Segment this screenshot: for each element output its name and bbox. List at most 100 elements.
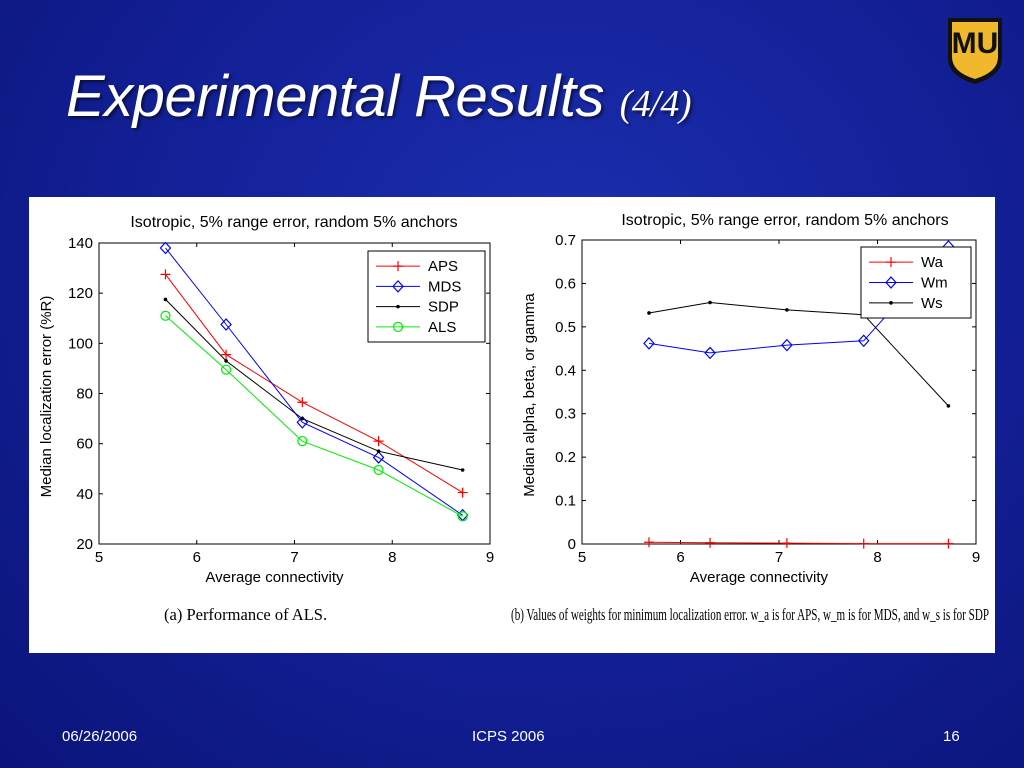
data-point-sdp (376, 449, 381, 453)
logo-letters: MU (952, 27, 999, 60)
y-tick-label: 0.7 (555, 232, 576, 249)
x-tick-label: 5 (578, 549, 586, 566)
legend-marker (393, 261, 403, 272)
series-line-mds (165, 247, 463, 516)
data-point-aps (160, 269, 171, 280)
series-als (160, 310, 468, 522)
figure-panel: Isotropic, 5% range error, random 5% anc… (29, 197, 995, 653)
data-point-wa (781, 538, 792, 549)
series-line-als (165, 315, 463, 517)
data-point-wm (704, 346, 716, 360)
x-tick-label: 7 (290, 549, 298, 566)
data-point-wa (858, 538, 869, 549)
legend-marker (392, 321, 404, 332)
y-tick-label: 0 (568, 536, 576, 553)
data-point-aps (373, 436, 384, 447)
x-tick-label: 9 (972, 549, 980, 566)
data-point-mds (159, 241, 172, 255)
series-aps (160, 269, 468, 498)
footer-date: 06/26/2006 (62, 728, 138, 745)
legend: APS MDS SDP ALS (367, 250, 486, 343)
x-axis-label: Average connectivity (690, 569, 829, 586)
figure-svg: Isotropic, 5% range error, random 5% anc… (38, 212, 989, 624)
legend-marker (889, 301, 893, 305)
legend-marker (396, 304, 400, 309)
legend-marker (885, 276, 897, 289)
data-point-wa (943, 538, 954, 549)
legend-label: SDP (428, 299, 459, 316)
figure-caption: (b) Values of weights for minimum locali… (511, 605, 989, 624)
x-tick-label: 6 (676, 549, 684, 566)
y-tick-label: 20 (76, 536, 93, 553)
figure-caption: (a) Performance of ALS. (164, 605, 327, 624)
x-tick-label: 6 (193, 549, 201, 566)
data-point-ws (708, 300, 712, 305)
y-axis-label: Median alpha, beta, or gamma (521, 293, 538, 497)
data-point-als (457, 511, 468, 522)
y-tick-label: 0.2 (555, 449, 576, 466)
legend-label: APS (428, 258, 458, 275)
legend-label: MDS (428, 278, 461, 295)
y-tick-label: 100 (68, 335, 93, 352)
chart-a: Isotropic, 5% range error, random 5% anc… (38, 214, 494, 624)
y-tick-label: 0.3 (555, 406, 576, 423)
x-tick-label: 8 (873, 549, 881, 566)
y-tick-label: 0.1 (555, 493, 576, 510)
data-point-mds (372, 451, 385, 464)
legend-label: Ws (921, 295, 943, 312)
x-axis-label: Average connectivity (205, 569, 344, 586)
logo-shield-fill (952, 22, 998, 79)
y-tick-label: 0.6 (555, 275, 576, 292)
data-point-ws (785, 308, 789, 312)
data-point-aps (457, 487, 468, 498)
data-point-aps (297, 397, 308, 408)
data-point-mds (220, 318, 232, 331)
series-wa (643, 537, 954, 549)
y-tick-label: 0.4 (555, 362, 576, 379)
legend: Wa Wm Ws (860, 246, 972, 319)
data-point-aps (221, 349, 232, 360)
legend-marker (392, 279, 404, 293)
slide-title-suffix: (4/4) (619, 83, 692, 125)
y-tick-label: 40 (76, 486, 93, 503)
series-line-wa (648, 541, 949, 545)
data-point-ws (647, 311, 651, 315)
data-point-wm (857, 334, 870, 348)
y-tick-label: 0.5 (555, 319, 576, 336)
chart-b: Isotropic, 5% range error, random 5% anc… (511, 212, 989, 624)
footer-conference: ICPS 2006 (472, 728, 545, 745)
y-axis-label: Median localization error (%R) (38, 296, 55, 498)
chart-title: Isotropic, 5% range error, random 5% anc… (621, 212, 948, 229)
x-tick-label: 7 (775, 549, 783, 566)
legend-marker (886, 257, 896, 268)
x-tick-label: 9 (486, 549, 494, 566)
y-tick-label: 120 (68, 285, 93, 302)
legend-label: ALS (428, 319, 456, 336)
data-point-wa (643, 537, 654, 548)
x-tick-label: 8 (388, 549, 396, 566)
data-point-als (220, 364, 232, 375)
series-sdp (163, 297, 465, 472)
y-tick-label: 140 (68, 235, 93, 252)
footer-page-number: 16 (943, 728, 960, 745)
slide-title-main: Experimental Results (66, 64, 605, 129)
legend-label: Wa (921, 254, 944, 271)
data-point-sdp (163, 297, 168, 302)
y-tick-label: 60 (76, 436, 93, 453)
data-point-sdp (300, 416, 305, 421)
data-point-ws (946, 404, 951, 408)
data-point-als (297, 436, 308, 447)
data-point-sdp (224, 359, 228, 363)
x-tick-label: 5 (95, 549, 103, 566)
data-point-als (373, 464, 384, 476)
legend-box (367, 250, 486, 343)
slide-title: Experimental Results (4/4) (66, 62, 692, 139)
data-point-wa (705, 537, 716, 548)
data-point-sdp (460, 468, 465, 472)
data-point-als (160, 310, 171, 321)
mizzou-logo: MU (948, 18, 1002, 84)
legend-label: Wm (921, 275, 948, 292)
y-tick-label: 80 (76, 386, 93, 403)
data-point-wm (781, 338, 793, 352)
data-point-wm (643, 336, 655, 350)
